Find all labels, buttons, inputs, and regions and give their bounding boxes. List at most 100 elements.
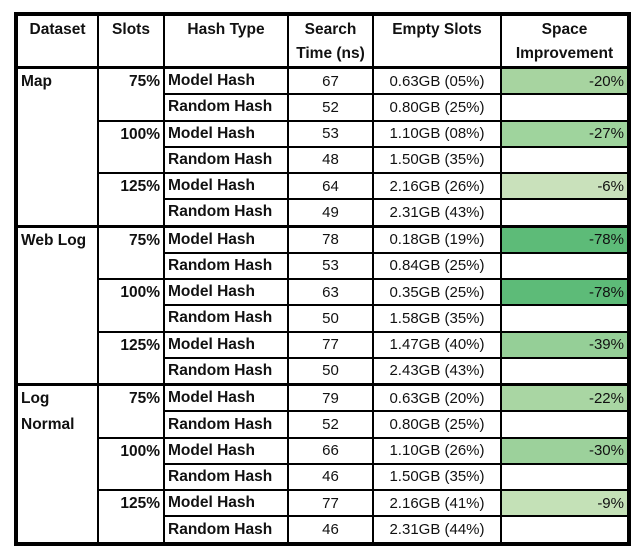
cell-hash: Model Hash: [163, 224, 289, 254]
cell-space: -39%: [500, 330, 630, 359]
cell-empty: 2.16GB (41%): [372, 489, 502, 518]
header-slots: Slots: [97, 13, 165, 69]
cell-empty: 0.63GB (05%): [372, 66, 502, 96]
cell-hash: Model Hash: [163, 66, 289, 96]
cell-slots: 75%: [97, 383, 165, 439]
cell-space: -27%: [500, 119, 630, 148]
cell-hash: Random Hash: [163, 251, 289, 281]
cell-empty: 0.35GB (25%): [372, 278, 502, 307]
cell-space: -6%: [500, 171, 630, 201]
cell-hash: Random Hash: [163, 515, 289, 545]
cell-hash: Model Hash: [163, 278, 289, 307]
header-search_time: Search Time (ns): [287, 13, 374, 69]
cell-time: 67: [287, 66, 374, 96]
cell-hash: Random Hash: [163, 462, 289, 492]
cell-slots: 75%: [97, 65, 165, 122]
cell-space: [500, 462, 630, 492]
table-row: Random Hash 52 0.80GB (25%): [16, 93, 630, 122]
table-row: Random Hash 52 0.80GB (25%): [16, 410, 630, 439]
cell-time: 63: [287, 278, 374, 307]
cell-space: -22%: [500, 383, 630, 413]
cell-empty: 1.50GB (35%): [372, 145, 502, 174]
cell-space: [500, 304, 630, 333]
cell-empty: 1.58GB (35%): [372, 304, 502, 333]
table-row: 100% Model Hash 63 0.35GB (25%) -78%: [16, 278, 630, 333]
cell-hash: Model Hash: [163, 436, 289, 465]
cell-slots: 125%: [97, 171, 165, 228]
cell-space: -9%: [500, 489, 630, 518]
cell-hash: Model Hash: [163, 119, 289, 148]
cell-empty: 0.63GB (20%): [372, 383, 502, 413]
hash-comparison-table: Dataset Slots Hash Type Search Time (ns) Empt…: [14, 12, 631, 546]
cell-empty: 1.10GB (08%): [372, 119, 502, 148]
cell-space: [500, 410, 630, 439]
cell-time: 50: [287, 304, 374, 333]
cell-space: -78%: [500, 278, 630, 307]
header-space_improvement: Space Improvement: [500, 13, 630, 69]
cell-time: 53: [287, 119, 374, 148]
cell-empty: 2.16GB (26%): [372, 171, 502, 201]
cell-hash: Random Hash: [163, 93, 289, 122]
cell-space: [500, 93, 630, 122]
cell-slots: 100%: [97, 119, 165, 174]
table-row: 125% Model Hash 77 1.47GB (40%) -39%: [16, 330, 630, 386]
cell-slots: 100%: [97, 278, 165, 333]
cell-hash: Random Hash: [163, 198, 289, 228]
table-body: Map 75% Model Hash 67 0.63GB (05%) -20% Random…: [15, 65, 630, 546]
cell-empty: 0.80GB (25%): [372, 93, 502, 122]
table-row: Random Hash 50 2.43GB (43%): [16, 356, 630, 386]
cell-hash: Random Hash: [163, 356, 289, 386]
cell-empty: 2.43GB (43%): [372, 356, 502, 386]
cell-time: 46: [287, 515, 374, 545]
cell-slots: 125%: [97, 489, 165, 545]
cell-space: -30%: [500, 436, 630, 465]
cell-time: 53: [287, 251, 374, 281]
cell-hash: Model Hash: [163, 171, 289, 201]
cell-slots: 75%: [97, 224, 165, 281]
cell-time: 52: [287, 93, 374, 122]
cell-time: 78: [287, 224, 374, 254]
table-row: 125% Model Hash 77 2.16GB (41%) -9%: [16, 489, 630, 545]
header-empty_slots: Empty Slots: [372, 13, 502, 69]
cell-hash: Model Hash: [163, 330, 289, 359]
table-row: Random Hash 50 1.58GB (35%): [16, 304, 630, 333]
table-row: Map 75% Model Hash 67 0.63GB (05%) -20%: [15, 65, 630, 228]
cell-space: [500, 515, 630, 545]
table-row: Random Hash 48 1.50GB (35%): [16, 145, 630, 174]
table-row: Random Hash 46 1.50GB (35%): [16, 462, 630, 492]
cell-empty: 0.18GB (19%): [372, 224, 502, 254]
table-header: Dataset Slots Hash Type Search Time (ns) Empt…: [15, 13, 630, 69]
header-dataset: Dataset: [15, 13, 99, 69]
cell-space: [500, 356, 630, 386]
cell-space: -78%: [500, 224, 630, 254]
table-row: 125% Model Hash 64 2.16GB (26%) -6%: [16, 171, 630, 228]
cell-empty: 1.10GB (26%): [372, 436, 502, 465]
cell-time: 46: [287, 462, 374, 492]
cell-time: 50: [287, 356, 374, 386]
table-row: Random Hash 49 2.31GB (43%): [16, 198, 630, 228]
cell-hash: Random Hash: [163, 410, 289, 439]
cell-time: 66: [287, 436, 374, 465]
cell-space: [500, 198, 630, 228]
table-row: Random Hash 46 2.31GB (44%): [16, 515, 630, 545]
cell-time: 64: [287, 171, 374, 201]
cell-time: 79: [287, 383, 374, 413]
cell-dataset: Web Log: [15, 224, 99, 386]
cell-hash: Model Hash: [163, 489, 289, 518]
cell-slots: 125%: [97, 330, 165, 386]
cell-empty: 0.80GB (25%): [372, 410, 502, 439]
header-hash_type: Hash Type: [163, 13, 289, 69]
table-row: 100% Model Hash 53 1.10GB (08%) -27%: [16, 119, 630, 174]
table-header-row: Dataset Slots Hash Type Search Time (ns) Empt…: [15, 13, 630, 69]
cell-time: 52: [287, 410, 374, 439]
cell-empty: 1.47GB (40%): [372, 330, 502, 359]
cell-hash: Random Hash: [163, 304, 289, 333]
cell-empty: 2.31GB (43%): [372, 198, 502, 228]
cell-slots: 100%: [97, 436, 165, 492]
table-row: Log Normal 75% Model Hash 79 0.63GB (20%) -22%: [15, 383, 630, 546]
cell-space: [500, 145, 630, 174]
cell-time: 77: [287, 330, 374, 359]
cell-dataset: Log Normal: [15, 383, 99, 546]
table-row: Random Hash 53 0.84GB (25%): [16, 251, 630, 281]
cell-time: 77: [287, 489, 374, 518]
